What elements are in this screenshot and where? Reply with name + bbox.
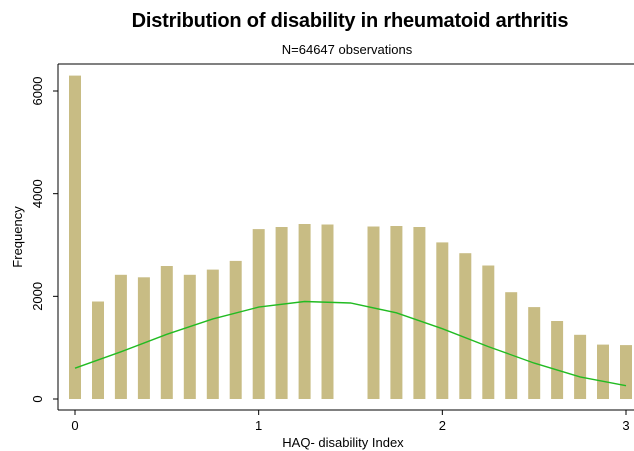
histogram-bar: [367, 226, 380, 399]
x-tick-label: 3: [622, 418, 629, 433]
histogram-bar: [620, 345, 632, 399]
y-tick-label: 2000: [30, 282, 45, 311]
histogram-bar: [137, 277, 150, 399]
histogram-bar: [505, 292, 518, 399]
y-axis-label: Frequency: [10, 206, 25, 268]
y-tick-label: 0: [30, 395, 45, 402]
histogram-bar: [482, 265, 495, 399]
histogram-bar: [206, 269, 219, 399]
histogram-bar: [597, 344, 609, 399]
histogram-bar: [160, 266, 173, 399]
histogram-bar: [321, 224, 334, 399]
histogram-bar: [114, 274, 127, 399]
density-curve: [74, 300, 627, 387]
x-axis-label: HAQ- disability Index: [282, 435, 404, 450]
histogram-bar: [252, 229, 265, 399]
x-tick-label: 0: [71, 418, 78, 433]
histogram-bar: [574, 334, 587, 399]
histogram-bar: [436, 242, 449, 399]
y-tick-label: 6000: [30, 77, 45, 106]
histogram-bar: [229, 260, 242, 399]
histogram-bar: [275, 227, 288, 399]
x-tick-label: 1: [255, 418, 262, 433]
histogram-bar: [298, 224, 311, 399]
y-tick-label: 4000: [30, 179, 45, 208]
histogram-bar: [92, 301, 104, 399]
histogram-bar: [551, 321, 564, 399]
histogram-bar: [459, 253, 472, 399]
histogram-bar: [528, 307, 541, 399]
x-tick-label: 2: [439, 418, 446, 433]
chart-subtitle: N=64647 observations: [281, 42, 413, 57]
histogram-bar: [413, 227, 426, 399]
histogram-bar: [69, 75, 81, 399]
histogram-bar: [183, 274, 196, 399]
chart-title: Distribution of disability in rheumatoid…: [131, 10, 569, 32]
